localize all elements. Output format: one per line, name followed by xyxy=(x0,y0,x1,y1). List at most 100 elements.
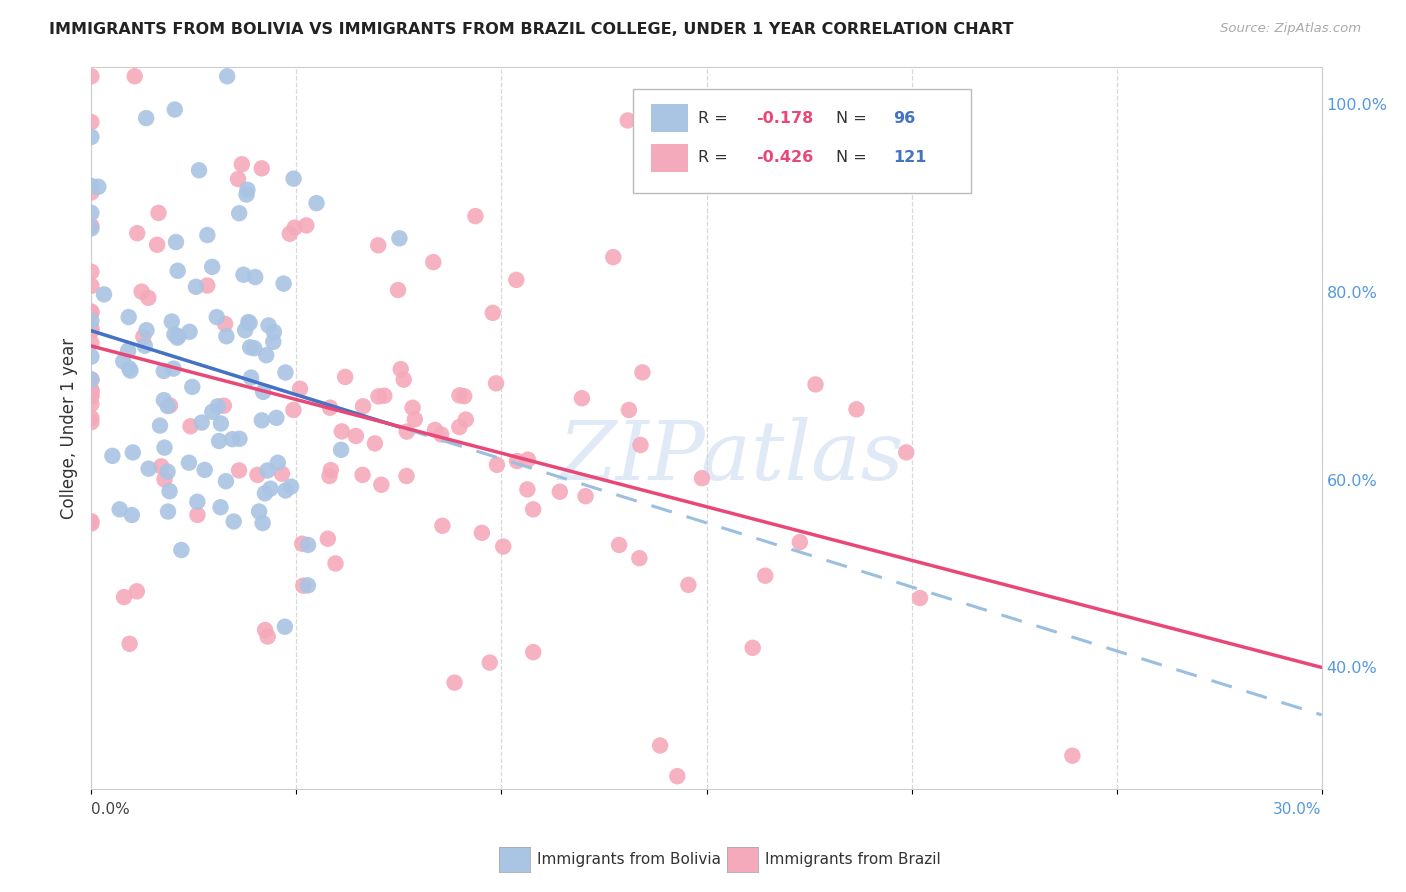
Point xyxy=(370,477,392,491)
Point xyxy=(373,389,395,403)
Point xyxy=(245,270,267,285)
Point xyxy=(80,306,103,320)
Point xyxy=(207,399,229,413)
Point xyxy=(162,361,184,376)
Point xyxy=(159,399,181,413)
Point xyxy=(631,365,654,379)
Point xyxy=(80,516,103,531)
Point xyxy=(789,535,811,549)
Text: 121: 121 xyxy=(894,150,927,165)
Point xyxy=(492,540,515,554)
Point xyxy=(124,70,146,84)
Point xyxy=(80,373,103,387)
Point xyxy=(283,171,305,186)
Point xyxy=(288,382,311,396)
Text: -0.426: -0.426 xyxy=(756,150,813,165)
Text: Immigrants from Brazil: Immigrants from Brazil xyxy=(765,853,941,867)
Point xyxy=(153,472,176,486)
Point xyxy=(163,103,186,117)
Point xyxy=(80,384,103,399)
Point xyxy=(252,516,274,530)
Point xyxy=(118,637,141,651)
Point xyxy=(184,280,207,294)
Point xyxy=(267,456,290,470)
Point xyxy=(163,327,186,342)
Point xyxy=(908,591,931,605)
Point xyxy=(80,372,103,386)
Point xyxy=(80,278,103,293)
Point xyxy=(131,285,153,299)
Point xyxy=(256,463,278,477)
Point xyxy=(80,335,103,350)
Point xyxy=(506,454,529,468)
Point xyxy=(80,415,103,429)
Bar xyxy=(651,104,688,132)
Point xyxy=(177,456,200,470)
Point xyxy=(132,329,155,343)
Point xyxy=(316,532,339,546)
Point xyxy=(112,354,135,368)
Point xyxy=(195,278,218,293)
Point xyxy=(80,221,103,235)
Point xyxy=(319,463,342,477)
Point xyxy=(108,502,131,516)
Point xyxy=(80,388,103,402)
FancyBboxPatch shape xyxy=(633,88,972,194)
Point xyxy=(93,287,115,301)
Point xyxy=(80,304,103,318)
Point xyxy=(395,469,418,483)
Point xyxy=(443,675,465,690)
Point xyxy=(283,403,305,417)
Point xyxy=(188,163,211,178)
Point xyxy=(201,405,224,419)
Point xyxy=(804,377,827,392)
Point xyxy=(845,402,868,417)
Point xyxy=(257,318,280,333)
Point xyxy=(80,314,103,328)
Point xyxy=(238,315,260,329)
Point xyxy=(690,471,713,485)
Point xyxy=(471,525,494,540)
Point xyxy=(209,417,232,431)
Point xyxy=(449,420,471,434)
Point xyxy=(259,482,281,496)
Point xyxy=(167,329,190,343)
Point xyxy=(80,115,103,129)
Point xyxy=(80,350,103,364)
Point xyxy=(125,584,148,599)
Point xyxy=(395,425,418,439)
Point xyxy=(215,475,238,489)
Point xyxy=(388,231,411,245)
Point xyxy=(666,769,689,783)
Point xyxy=(430,427,453,442)
Point xyxy=(118,361,141,376)
Point xyxy=(254,623,277,637)
Point xyxy=(80,321,103,335)
Point xyxy=(364,436,387,450)
Point xyxy=(274,366,297,380)
Point xyxy=(423,423,446,437)
Point xyxy=(221,432,243,446)
Point xyxy=(117,343,139,358)
Point xyxy=(247,504,270,518)
Point xyxy=(449,388,471,402)
Point xyxy=(138,291,160,305)
Text: Immigrants from Bolivia: Immigrants from Bolivia xyxy=(537,853,721,867)
Text: N =: N = xyxy=(835,150,866,165)
Point xyxy=(297,538,319,552)
Point xyxy=(256,630,278,644)
Point xyxy=(292,579,315,593)
Point xyxy=(156,465,179,479)
Point xyxy=(156,399,179,413)
Point xyxy=(134,339,156,353)
Point xyxy=(165,235,187,249)
Point xyxy=(228,206,250,220)
Point xyxy=(166,331,188,345)
Text: R =: R = xyxy=(697,111,728,126)
Point xyxy=(80,219,103,233)
Point xyxy=(186,508,208,522)
Point xyxy=(344,429,367,443)
Point xyxy=(170,543,193,558)
Point xyxy=(235,187,257,202)
Point xyxy=(318,469,340,483)
